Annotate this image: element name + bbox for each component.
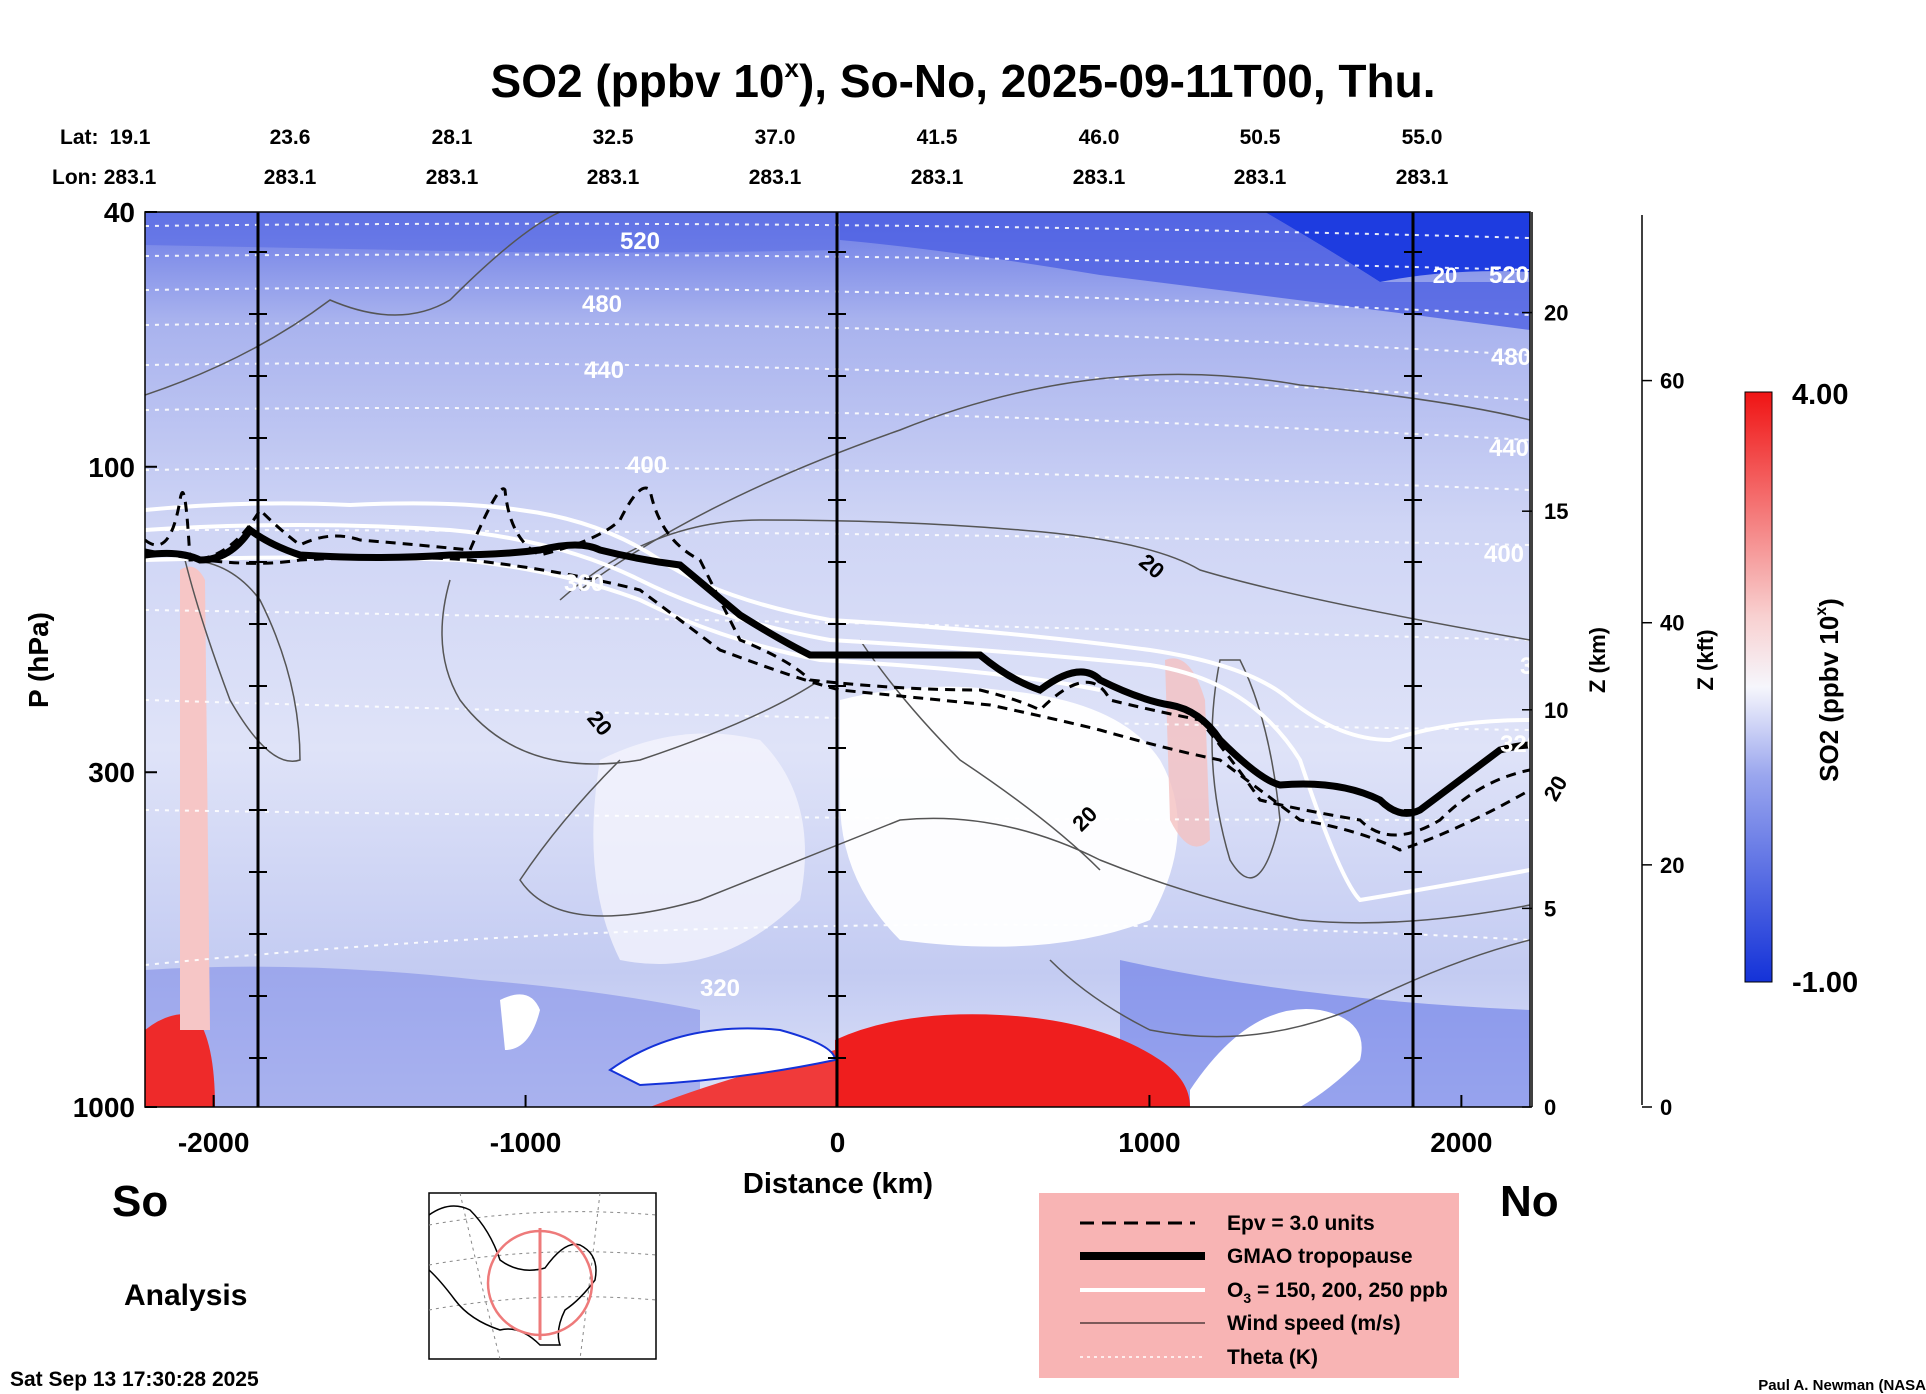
z-kft-tick-label: 40 — [1660, 611, 1684, 636]
lon-value: 283.1 — [1234, 166, 1287, 189]
latlon-header: 19.1 23.6 28.1 32.5 37.0 41.5 46.0 50.5 55.0 283.… — [104, 126, 1449, 189]
y-tick-label: 100 — [88, 452, 135, 483]
z-kft-ticks: 0 20 40 60 — [1642, 369, 1684, 1120]
theta-label: 360 — [1520, 653, 1560, 680]
y-axis-label: P (hPa) — [23, 612, 54, 708]
run-type-label: Analysis — [124, 1279, 247, 1312]
lat-value: 55.0 — [1402, 126, 1443, 149]
lon-value: 283.1 — [911, 166, 964, 189]
colorbar-min: -1.00 — [1792, 967, 1858, 999]
south-label: So — [112, 1177, 168, 1226]
x-tick-label: -1000 — [490, 1127, 562, 1158]
z-km-tick-label: 5 — [1544, 896, 1556, 921]
z-km-tick-label: 10 — [1544, 698, 1568, 723]
lon-value: 283.1 — [1396, 166, 1449, 189]
x-axis-label: Distance (km) — [743, 1168, 933, 1200]
lon-value: 283.1 — [587, 166, 640, 189]
y-axis-ticks: 40 100 300 1000 — [73, 197, 157, 1123]
x-axis-ticks: -2000 -1000 0 1000 2000 — [178, 1095, 1493, 1158]
theta-label: 480 — [1491, 344, 1531, 371]
y-tick-label: 300 — [88, 757, 135, 788]
theta-label: 400 — [1484, 541, 1524, 568]
section-ticks — [249, 251, 1422, 1059]
lat-label: Lat: — [60, 126, 99, 149]
lon-value: 283.1 — [264, 166, 317, 189]
lat-value: 37.0 — [755, 126, 796, 149]
lon-label: Lon: — [52, 166, 97, 189]
lat-value: 23.6 — [270, 126, 311, 149]
x-tick-label: -2000 — [178, 1127, 250, 1158]
colorbar-label: SO2 (ppbv 10x) — [1813, 598, 1844, 782]
lat-value: 32.5 — [593, 126, 634, 149]
colorbar-max: 4.00 — [1792, 379, 1848, 411]
theta-label: 360 — [564, 570, 604, 597]
section-lines — [256, 212, 1415, 1107]
y-tick-label: 40 — [104, 197, 135, 228]
z-km-tick-label: 15 — [1544, 499, 1568, 524]
legend-tropopause: GMAO tropopause — [1227, 1245, 1413, 1268]
lon-value: 283.1 — [749, 166, 802, 189]
lon-value: 283.1 — [104, 166, 157, 189]
lat-value: 19.1 — [110, 126, 151, 149]
z-km-tick-label: 20 — [1544, 301, 1568, 326]
theta-label: 320 — [1500, 731, 1540, 758]
theta-label: 440 — [1489, 435, 1529, 462]
y-tick-label: 1000 — [73, 1092, 135, 1123]
theta-label: 520 — [1489, 262, 1529, 289]
legend-epv: Epv = 3.0 units — [1227, 1212, 1375, 1235]
inset-map — [428, 1192, 657, 1360]
z-kft-tick-label: 0 — [1660, 1095, 1672, 1120]
lat-value: 46.0 — [1079, 126, 1120, 149]
lat-value: 28.1 — [432, 126, 473, 149]
wind-label: 20 — [1539, 771, 1573, 805]
z-km-tick-label: 0 — [1544, 1095, 1556, 1120]
theta-label: 320 — [700, 975, 740, 1002]
theta-contours — [145, 222, 1530, 966]
theta-label: 520 — [620, 228, 660, 255]
legend-wind: Wind speed (m/s) — [1227, 1312, 1401, 1335]
legend-ozone: O3 = 150, 200, 250 ppb — [1227, 1279, 1448, 1306]
footer-timestamp: Sat Sep 13 17:30:28 2025 — [10, 1368, 259, 1391]
footer-credit: Paul A. Newman (NASA — [1758, 1377, 1926, 1394]
x-tick-label: 0 — [830, 1127, 846, 1158]
theta-label: 480 — [582, 291, 622, 318]
gmao-tropopause — [145, 524, 1530, 817]
colorbar — [1744, 391, 1773, 983]
z-km-label: Z (km) — [1585, 627, 1610, 693]
lon-value: 283.1 — [1073, 166, 1126, 189]
x-tick-label: 2000 — [1430, 1127, 1492, 1158]
legend: Epv = 3.0 units GMAO tropopause O3 = 150… — [1080, 1212, 1448, 1369]
theta-label: 440 — [584, 357, 624, 384]
chart-title: SO2 (ppbv 10x), So-No, 2025-09-11T00, Th… — [491, 53, 1436, 107]
x-tick-label: 1000 — [1118, 1127, 1180, 1158]
legend-theta: Theta (K) — [1227, 1346, 1318, 1369]
north-label: No — [1500, 1177, 1559, 1226]
z-kft-label: Z (kft) — [1693, 629, 1718, 690]
z-kft-tick-label: 60 — [1660, 369, 1684, 394]
z-kft-tick-label: 20 — [1660, 853, 1684, 878]
lon-value: 283.1 — [426, 166, 479, 189]
lat-value: 50.5 — [1240, 126, 1281, 149]
z-km-ticks: 0 5 10 15 20 — [1522, 301, 1568, 1120]
lat-value: 41.5 — [917, 126, 958, 149]
theta-label: 400 — [627, 452, 667, 479]
wind-label: 20 — [1433, 263, 1457, 288]
